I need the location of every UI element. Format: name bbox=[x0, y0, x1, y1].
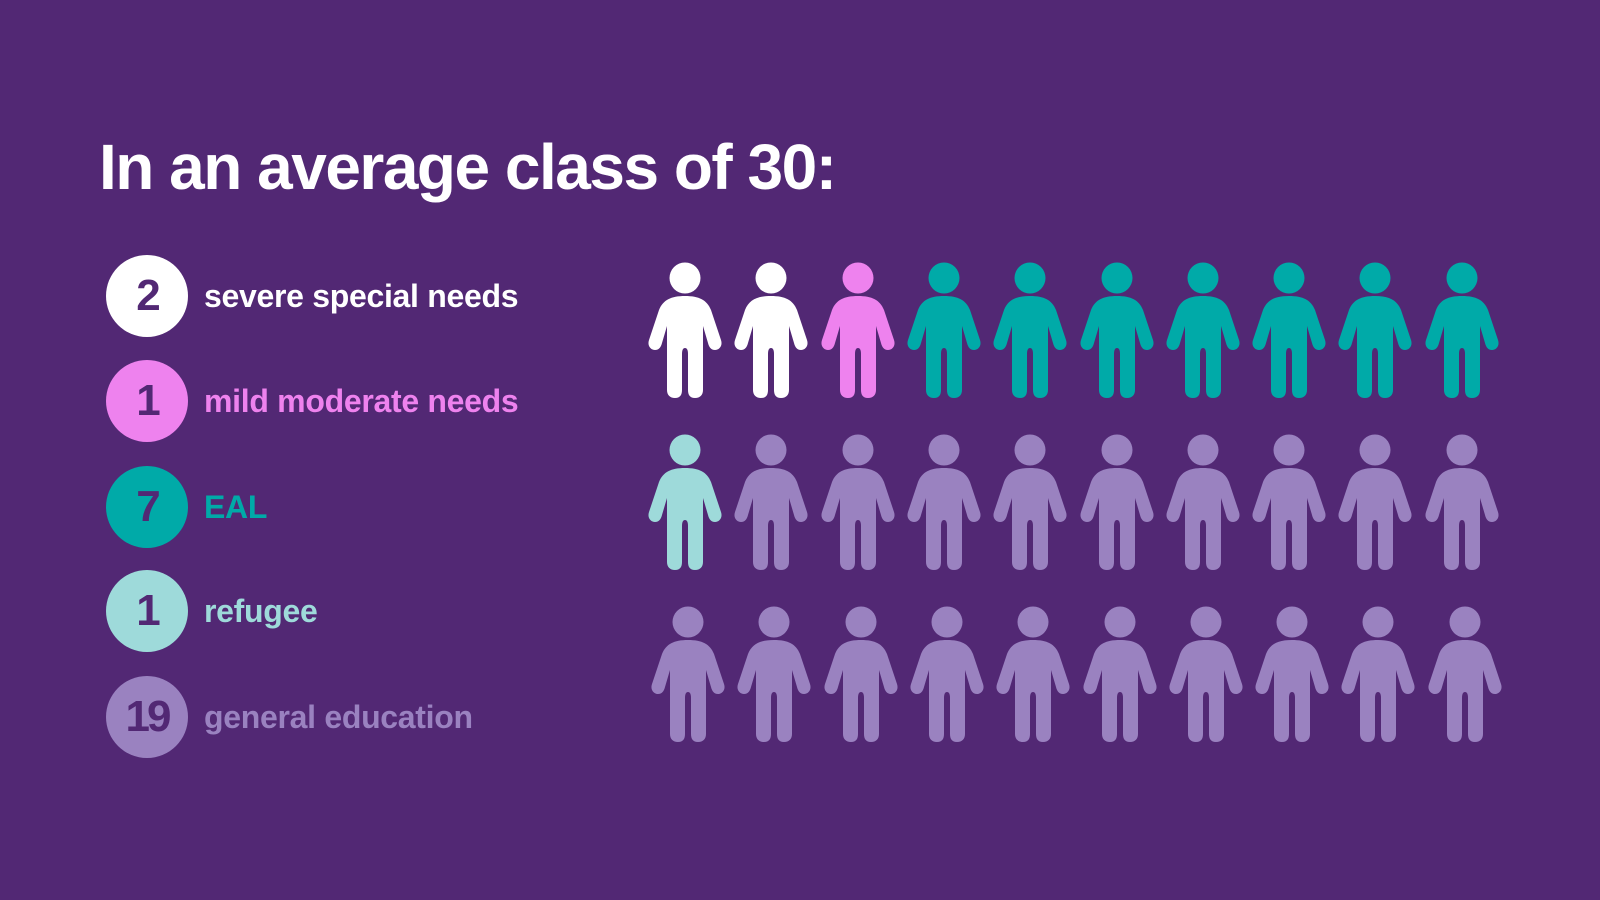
count-badge: 19 bbox=[106, 676, 188, 758]
legend-label: EAL bbox=[204, 488, 268, 525]
count-badge: 1 bbox=[106, 360, 188, 442]
person-icon bbox=[1254, 606, 1330, 742]
person-icon bbox=[1337, 434, 1413, 570]
person-icon bbox=[1251, 262, 1327, 398]
person-icon bbox=[733, 262, 809, 398]
legend-item-mild: 1 mild moderate needs bbox=[106, 360, 519, 442]
person-icon bbox=[1337, 262, 1413, 398]
legend-item-eal: 7 EAL bbox=[106, 466, 267, 548]
count-badge: 1 bbox=[106, 570, 188, 652]
person-icon bbox=[906, 434, 982, 570]
person-icon bbox=[1165, 262, 1241, 398]
person-icon bbox=[1427, 606, 1503, 742]
person-icon bbox=[1079, 262, 1155, 398]
person-icon bbox=[823, 606, 899, 742]
person-icon bbox=[995, 606, 1071, 742]
person-icon bbox=[1079, 434, 1155, 570]
page-title: In an average class of 30: bbox=[99, 131, 837, 203]
person-icon bbox=[1424, 434, 1500, 570]
legend-item-general: 19 general education bbox=[106, 676, 473, 758]
person-icon bbox=[1340, 606, 1416, 742]
legend-label: mild moderate needs bbox=[204, 382, 519, 419]
legend-label: general education bbox=[204, 698, 473, 735]
person-icon bbox=[992, 262, 1068, 398]
person-icon bbox=[1168, 606, 1244, 742]
person-icon bbox=[906, 262, 982, 398]
person-icon bbox=[1251, 434, 1327, 570]
legend-label: severe special needs bbox=[204, 277, 519, 314]
person-icon bbox=[820, 262, 896, 398]
count-badge: 7 bbox=[106, 466, 188, 548]
person-icon bbox=[909, 606, 985, 742]
person-icon bbox=[1165, 434, 1241, 570]
legend-item-severe: 2 severe special needs bbox=[106, 255, 519, 337]
person-icon bbox=[647, 262, 723, 398]
person-icon bbox=[733, 434, 809, 570]
person-icon bbox=[1082, 606, 1158, 742]
person-icon bbox=[647, 434, 723, 570]
legend-item-refugee: 1 refugee bbox=[106, 570, 318, 652]
person-icon bbox=[736, 606, 812, 742]
count-badge: 2 bbox=[106, 255, 188, 337]
person-icon bbox=[1424, 262, 1500, 398]
person-icon bbox=[992, 434, 1068, 570]
person-icon bbox=[820, 434, 896, 570]
legend-label: refugee bbox=[204, 592, 318, 629]
person-icon bbox=[650, 606, 726, 742]
